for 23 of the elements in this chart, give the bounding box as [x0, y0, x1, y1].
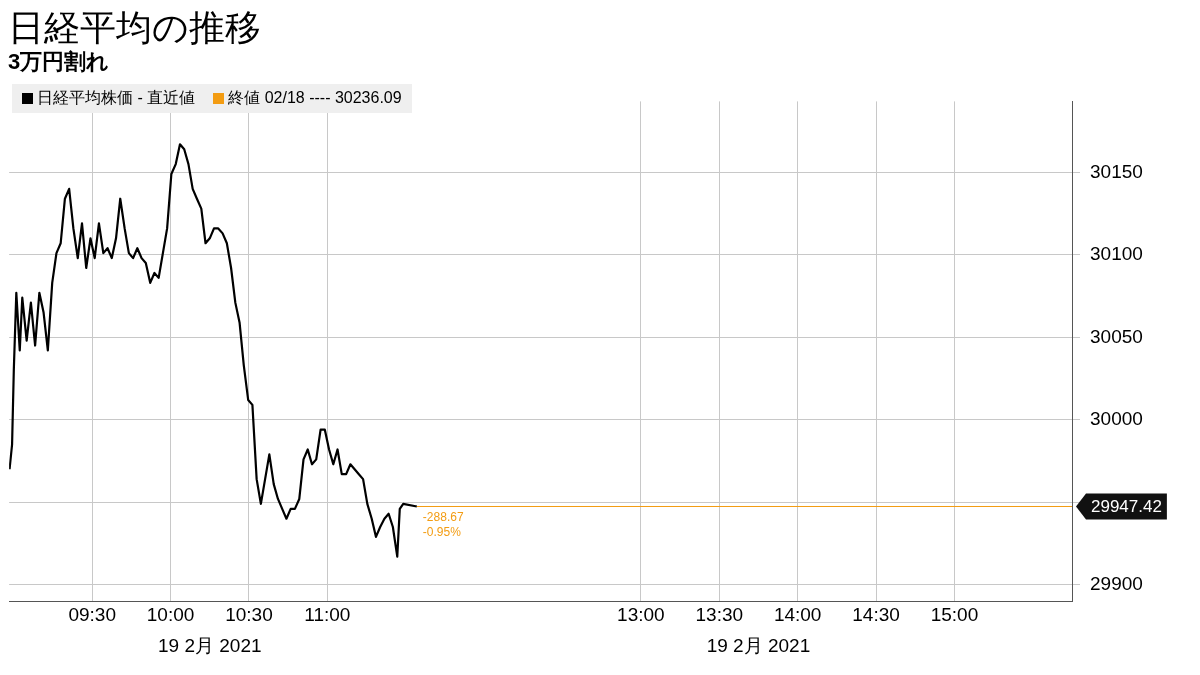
x-tick-label: 13:00 — [617, 603, 665, 625]
x-tick-label: 13:30 — [695, 603, 744, 625]
chart-title: 日経平均の推移 — [8, 7, 262, 48]
x-tick-label: 10:30 — [225, 603, 273, 625]
x-tick-label: 11:00 — [304, 603, 351, 625]
annotation: -288.67 — [422, 509, 464, 524]
ref-line-label: 29947.42 — [1091, 497, 1162, 517]
text: 19 2月 2021 — [706, 634, 811, 656]
annotation: -0.95% — [422, 524, 462, 539]
y-tick-label: 30000 — [1090, 407, 1143, 429]
chart-subtitle: 3万円割れ — [8, 48, 111, 76]
x-tick-label: 15:00 — [930, 603, 979, 625]
x-tick-label: 10:00 — [146, 603, 195, 625]
y-tick-label: 30050 — [1090, 325, 1143, 347]
x-tick-label: 09:30 — [68, 603, 116, 625]
x-tick-label: 14:30 — [852, 603, 900, 625]
y-tick-label: 30150 — [1090, 160, 1143, 182]
x-tick-label: 14:00 — [773, 603, 822, 625]
legend-label: 日経平均株価 - 直近値 — [37, 88, 196, 108]
y-tick-label: 30100 — [1090, 243, 1143, 265]
annotation: 終値 02/18 ---- 30236.09 — [228, 88, 402, 108]
text: 19 2月 2021 — [158, 634, 262, 656]
y-tick-label: 29900 — [1090, 572, 1143, 594]
